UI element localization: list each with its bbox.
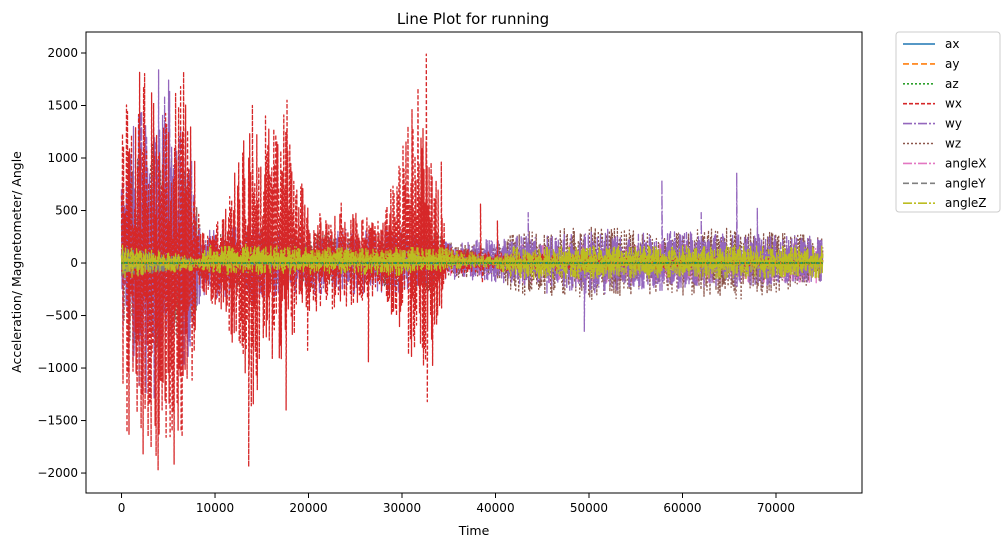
y-tick-label: 0: [70, 256, 78, 270]
legend-label-anglex: angleX: [945, 156, 987, 170]
y-tick-label: 1000: [47, 151, 78, 165]
legend-label-anglez: angleZ: [945, 196, 987, 210]
legend-label-angley: angleY: [945, 176, 986, 190]
x-tick-label: 50000: [570, 501, 608, 515]
y-axis-label: Acceleration/ Magnetometer/ Angle: [9, 151, 24, 373]
x-axis-label: Time: [458, 523, 490, 538]
x-tick-label: 30000: [383, 501, 421, 515]
legend-label-wz: wz: [945, 137, 961, 151]
y-tick-label: −500: [45, 309, 78, 323]
legend-label-ay: ay: [945, 57, 959, 71]
legend: ax ay az wx wy wz angleX angleY angleZ: [895, 31, 1001, 213]
series-line-az: [120, 261, 824, 265]
chart-title: Line Plot for running: [397, 10, 549, 28]
x-axis: 0 10000 20000 30000 40000 50000 60000 70000: [118, 493, 795, 515]
y-tick-label: −2000: [37, 466, 78, 480]
x-tick-label: 0: [118, 501, 126, 515]
series-line-anglez: [120, 243, 824, 280]
x-tick-label: 40000: [476, 501, 514, 515]
plot-area-frame: [85, 31, 863, 494]
series-line-wy: [120, 69, 824, 400]
y-tick-label: −1500: [37, 414, 78, 428]
x-tick-label: 20000: [289, 501, 327, 515]
y-tick-label: 500: [55, 204, 78, 218]
y-tick-label: 1500: [47, 99, 78, 113]
legend-label-ax: ax: [945, 37, 959, 51]
legend-label-wx: wx: [945, 97, 962, 111]
series-layer: [120, 53, 824, 471]
y-tick-label: 2000: [47, 46, 78, 60]
legend-label-wy: wy: [945, 117, 962, 131]
x-tick-label: 70000: [757, 501, 795, 515]
x-tick-label: 60000: [663, 501, 701, 515]
y-axis: −2000 −1500 −1000 −500 0 500 1000 1500 2000: [37, 46, 86, 480]
legend-label-az: az: [945, 77, 959, 91]
legend-box: [895, 31, 1001, 213]
y-tick-label: −1000: [37, 361, 78, 375]
x-tick-label: 10000: [196, 501, 234, 515]
